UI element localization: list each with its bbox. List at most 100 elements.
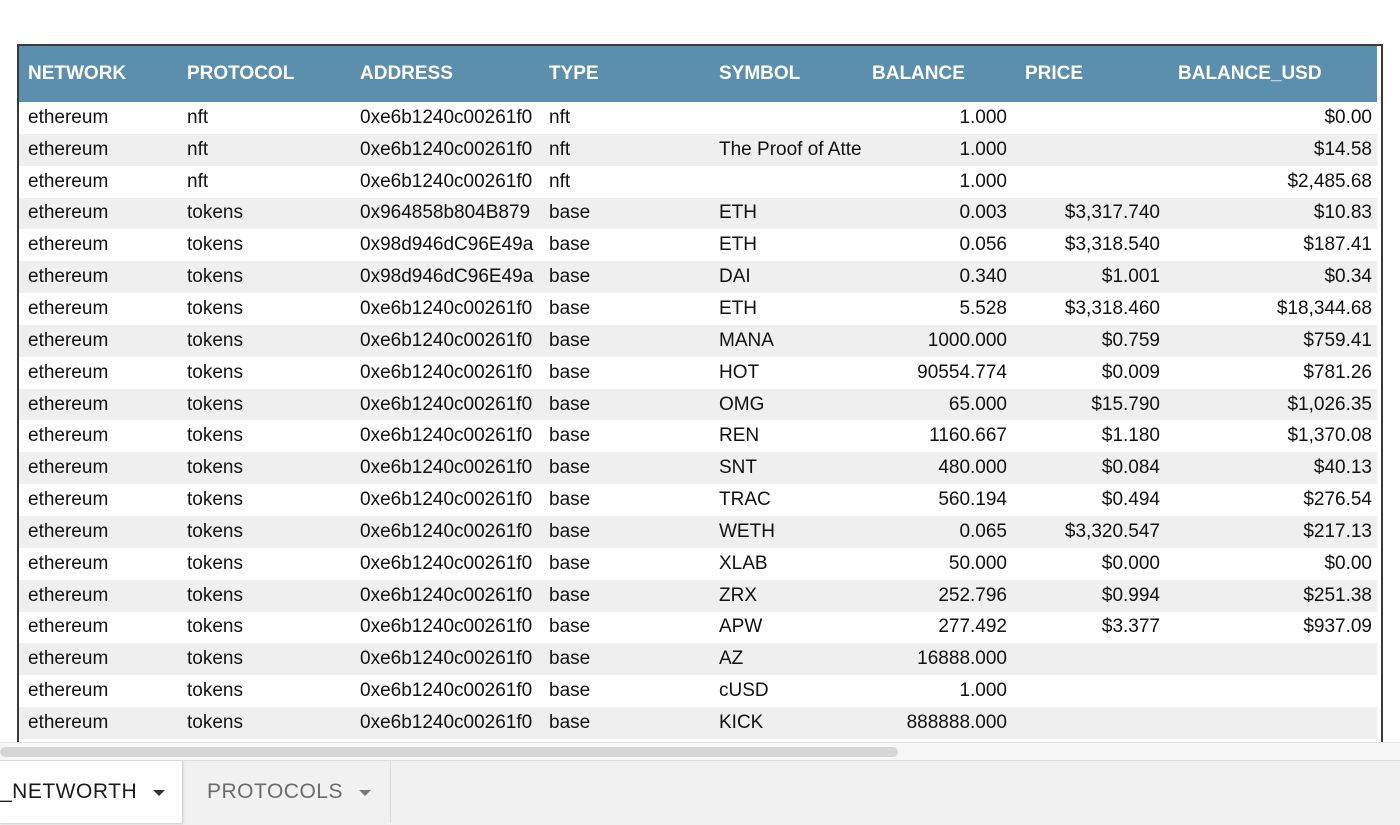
cell-type[interactable]: base: [549, 680, 591, 702]
cell-price[interactable]: [1016, 643, 1169, 675]
cell-price[interactable]: [1016, 134, 1169, 166]
cell-protocol[interactable]: tokens: [187, 297, 243, 319]
column-header-price[interactable]: PRICE: [1025, 63, 1084, 84]
cell-protocol[interactable]: tokens: [187, 584, 243, 606]
cell-price[interactable]: $3,317.740: [1064, 202, 1160, 224]
cell-balance[interactable]: 1000.000: [927, 329, 1007, 351]
column-header-balance[interactable]: BALANCE: [872, 63, 965, 84]
cell-network[interactable]: ethereum: [28, 297, 109, 319]
cell-symbol[interactable]: XLAB: [719, 552, 768, 574]
cell-protocol[interactable]: tokens: [187, 202, 243, 224]
caret-down-icon[interactable]: [153, 790, 166, 796]
cell-symbol[interactable]: APW: [719, 616, 763, 638]
cell-network[interactable]: ethereum: [28, 489, 109, 511]
cell-protocol[interactable]: tokens: [187, 234, 243, 256]
cell-network[interactable]: ethereum: [28, 393, 109, 415]
cell-protocol[interactable]: tokens: [187, 489, 243, 511]
cell-address[interactable]: 0x964858b804B879: [360, 202, 531, 224]
cell-address[interactable]: 0xe6b1240c00261f0: [360, 329, 533, 351]
cell-price[interactable]: $1.180: [1101, 425, 1160, 447]
cell-price[interactable]: [1016, 166, 1169, 198]
cell-balance-usd[interactable]: $14.58: [1313, 138, 1372, 160]
cell-network[interactable]: ethereum: [28, 616, 109, 638]
cell-symbol[interactable]: REN: [719, 425, 760, 447]
cell-network[interactable]: ethereum: [28, 329, 109, 351]
cell-network[interactable]: ethereum: [28, 266, 109, 288]
cell-price[interactable]: $0.494: [1101, 489, 1160, 511]
cell-address[interactable]: 0xe6b1240c00261f0: [360, 680, 533, 702]
cell-network[interactable]: ethereum: [28, 202, 109, 224]
cell-price[interactable]: $3,320.547: [1064, 520, 1160, 542]
cell-address[interactable]: 0xe6b1240c00261f0: [360, 425, 533, 447]
cell-balance[interactable]: 1.000: [959, 680, 1007, 702]
cell-protocol[interactable]: nft: [187, 138, 209, 160]
cell-balance[interactable]: 5.528: [959, 297, 1007, 319]
cell-network[interactable]: ethereum: [28, 361, 109, 383]
cell-balance[interactable]: 50.000: [948, 552, 1007, 574]
column-header-protocol[interactable]: PROTOCOL: [187, 63, 295, 84]
cell-protocol[interactable]: tokens: [187, 457, 243, 479]
column-header-symbol[interactable]: SYMBOL: [719, 63, 801, 84]
cell-balance-usd[interactable]: $2,485.68: [1287, 170, 1372, 192]
cell-protocol[interactable]: tokens: [187, 616, 243, 638]
cell-address[interactable]: 0xe6b1240c00261f0: [360, 297, 533, 319]
cell-protocol[interactable]: tokens: [187, 329, 243, 351]
cell-network[interactable]: ethereum: [28, 552, 109, 574]
cell-symbol[interactable]: HOT: [719, 361, 760, 383]
cell-type[interactable]: base: [549, 202, 591, 224]
cell-network[interactable]: ethereum: [28, 138, 109, 160]
cell-price[interactable]: [1016, 707, 1169, 739]
cell-balance-usd[interactable]: $187.41: [1303, 234, 1372, 256]
cell-symbol[interactable]: The Proof of Atte: [719, 138, 862, 160]
cell-price[interactable]: $3,318.540: [1064, 234, 1160, 256]
caret-down-icon[interactable]: [358, 790, 371, 796]
cell-type[interactable]: base: [549, 616, 591, 638]
cell-symbol[interactable]: TRAC: [719, 489, 771, 511]
cell-protocol[interactable]: tokens: [187, 648, 243, 670]
cell-network[interactable]: ethereum: [28, 520, 109, 542]
cell-network[interactable]: ethereum: [28, 106, 109, 128]
cell-address[interactable]: 0xe6b1240c00261f0: [360, 138, 533, 160]
cell-address[interactable]: 0xe6b1240c00261f0: [360, 648, 533, 670]
cell-balance-usd[interactable]: $1,026.35: [1287, 393, 1372, 415]
cell-type[interactable]: base: [549, 329, 591, 351]
spreadsheet-grid[interactable]: NETWORK PROTOCOL ADDRESS TYPE SYMBOL BAL…: [17, 44, 1383, 742]
cell-network[interactable]: ethereum: [28, 584, 109, 606]
cell-type[interactable]: base: [549, 520, 591, 542]
cell-price[interactable]: $15.790: [1091, 393, 1160, 415]
cell-symbol[interactable]: MANA: [719, 329, 774, 351]
cell-type[interactable]: base: [549, 234, 591, 256]
cell-symbol[interactable]: ZRX: [719, 584, 757, 606]
cell-address[interactable]: 0xe6b1240c00261f0: [360, 552, 533, 574]
cell-type[interactable]: base: [549, 297, 591, 319]
cell-network[interactable]: ethereum: [28, 425, 109, 447]
cell-symbol[interactable]: ETH: [719, 202, 757, 224]
cell-protocol[interactable]: tokens: [187, 711, 243, 733]
cell-symbol[interactable]: SNT: [719, 457, 757, 479]
cell-price[interactable]: $0.994: [1101, 584, 1160, 606]
cell-protocol[interactable]: tokens: [187, 361, 243, 383]
column-header-type[interactable]: TYPE: [549, 63, 599, 84]
cell-type[interactable]: base: [549, 457, 591, 479]
cell-price[interactable]: [1016, 675, 1169, 707]
cell-protocol[interactable]: tokens: [187, 680, 243, 702]
cell-balance-usd[interactable]: $0.00: [1324, 106, 1372, 128]
cell-price[interactable]: $0.759: [1101, 329, 1160, 351]
cell-protocol[interactable]: tokens: [187, 266, 243, 288]
cell-symbol[interactable]: [710, 102, 863, 134]
cell-price[interactable]: $1.001: [1101, 266, 1160, 288]
cell-balance-usd[interactable]: $10.83: [1313, 202, 1372, 224]
scrollbar-thumb[interactable]: [0, 747, 898, 757]
cell-symbol[interactable]: OMG: [719, 393, 765, 415]
cell-type[interactable]: base: [549, 552, 591, 574]
cell-address[interactable]: 0x98d946dC96E49a: [360, 234, 534, 256]
cell-type[interactable]: base: [549, 393, 591, 415]
cell-type[interactable]: base: [549, 648, 591, 670]
cell-balance[interactable]: 1.000: [959, 106, 1007, 128]
cell-type[interactable]: base: [549, 711, 591, 733]
cell-network[interactable]: ethereum: [28, 170, 109, 192]
cell-type[interactable]: base: [549, 266, 591, 288]
cell-symbol[interactable]: WETH: [719, 520, 775, 542]
cell-price[interactable]: $0.084: [1101, 457, 1160, 479]
cell-balance-usd[interactable]: [1169, 707, 1377, 739]
